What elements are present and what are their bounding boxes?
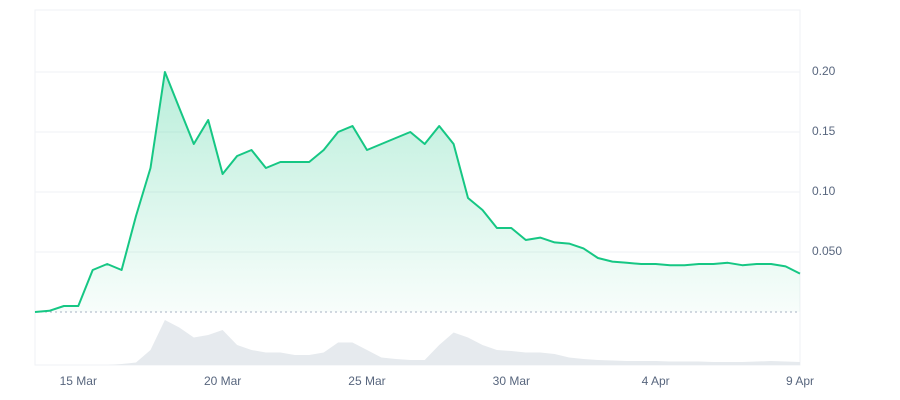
y-tick-label: 0.15: [812, 124, 836, 138]
x-tick-label: 20 Mar: [204, 374, 241, 388]
x-tick-label: 25 Mar: [348, 374, 385, 388]
y-tick-label: 0.050: [812, 244, 842, 258]
x-tick-label: 15 Mar: [60, 374, 97, 388]
x-tick-label: 9 Apr: [786, 374, 814, 388]
price-area: [35, 72, 800, 312]
x-tick-label: 30 Mar: [493, 374, 530, 388]
y-tick-label: 0.10: [812, 184, 836, 198]
price-line: [34, 71, 801, 313]
y-tick-label: 0.20: [812, 64, 836, 78]
volume-area: [35, 320, 800, 365]
x-tick-label: 4 Apr: [642, 374, 670, 388]
